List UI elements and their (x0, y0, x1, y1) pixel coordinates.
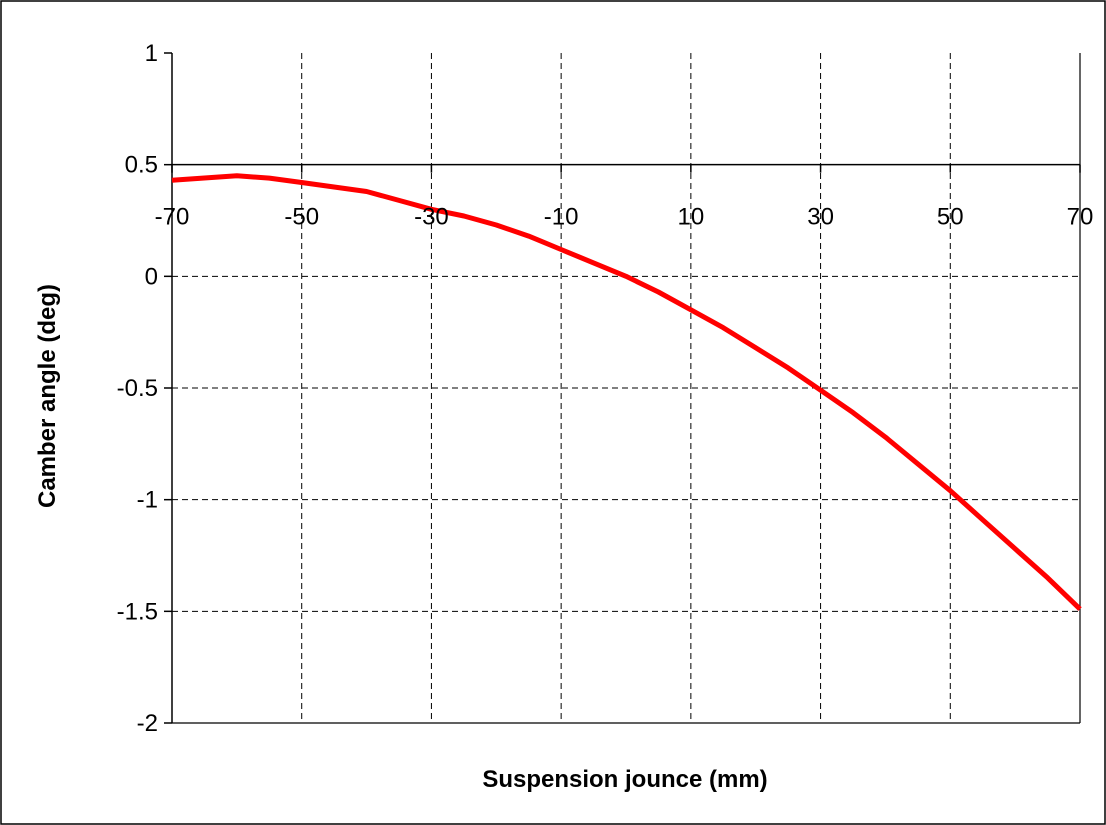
y-tick-label: -1.5 (117, 598, 158, 625)
x-tick-label: 50 (937, 204, 964, 231)
y-tick-label: 0.5 (125, 152, 158, 179)
y-tick-label: -2 (137, 710, 158, 737)
x-tick-label: 10 (678, 204, 705, 231)
x-tick-labels: -70 -50 -30 -10 10 30 50 70 (155, 204, 1094, 231)
series-line (171, 173, 1082, 611)
y-tick-label: 0 (145, 263, 158, 290)
x-tick-label: -50 (284, 204, 319, 231)
x-tick-label: -10 (544, 204, 579, 231)
plot-area (164, 52, 1082, 724)
y-axis-title: Camber angle (deg) (34, 284, 61, 508)
x-axis-title: Suspension jounce (mm) (482, 766, 767, 793)
x-tick-label: -70 (155, 204, 190, 231)
x-tick-label: 30 (807, 204, 834, 231)
y-tick-labels: 1 0.5 0 -0.5 -1 -1.5 -2 (117, 40, 158, 737)
x-tick-label: 70 (1067, 204, 1094, 231)
y-tick-label: -1 (137, 487, 158, 514)
y-tick-label: 1 (145, 40, 158, 67)
x-tick-label: -30 (414, 204, 449, 231)
y-tick-label: -0.5 (117, 375, 158, 402)
